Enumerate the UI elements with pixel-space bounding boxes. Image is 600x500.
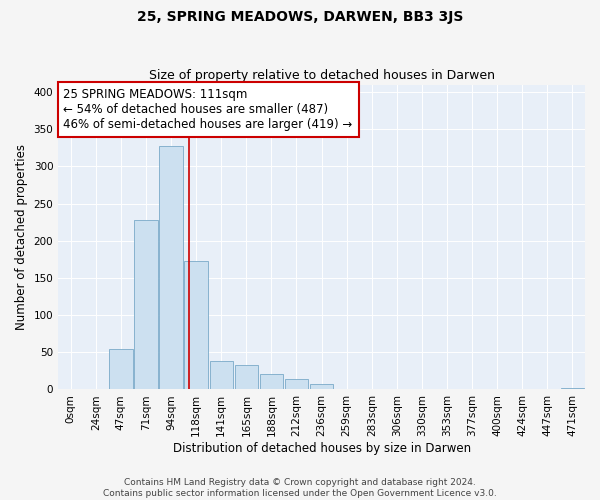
Bar (235, 365, 258, 390)
X-axis label: Distribution of detached houses by size in Darwen: Distribution of detached houses by size … (173, 442, 470, 455)
Bar (184, 261, 208, 390)
Title: Size of property relative to detached houses in Darwen: Size of property relative to detached ho… (149, 69, 494, 82)
Bar (260, 374, 283, 390)
Bar (134, 220, 158, 390)
Text: 25, SPRING MEADOWS, DARWEN, BB3 3JS: 25, SPRING MEADOWS, DARWEN, BB3 3JS (137, 10, 463, 24)
Bar (561, 388, 584, 390)
Bar (59, 388, 82, 390)
Bar (160, 146, 183, 390)
Text: 25 SPRING MEADOWS: 111sqm
← 54% of detached houses are smaller (487)
46% of semi: 25 SPRING MEADOWS: 111sqm ← 54% of detac… (64, 88, 353, 130)
Bar (285, 379, 308, 390)
Bar (209, 361, 233, 390)
Y-axis label: Number of detached properties: Number of detached properties (15, 144, 28, 330)
Text: Contains HM Land Registry data © Crown copyright and database right 2024.
Contai: Contains HM Land Registry data © Crown c… (103, 478, 497, 498)
Bar (109, 348, 133, 390)
Bar (310, 384, 333, 390)
